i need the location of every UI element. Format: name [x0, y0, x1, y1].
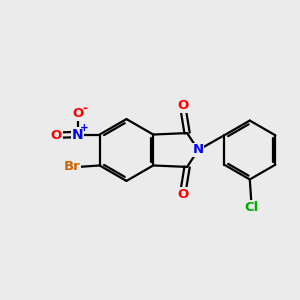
Text: O: O	[51, 129, 62, 142]
Text: Br: Br	[63, 160, 80, 173]
Text: -: -	[82, 102, 88, 116]
Text: +: +	[80, 123, 88, 133]
Text: Cl: Cl	[244, 201, 258, 214]
Text: O: O	[177, 100, 188, 112]
Text: O: O	[72, 107, 83, 120]
Text: O: O	[177, 188, 188, 200]
Text: N: N	[193, 143, 204, 157]
Text: N: N	[72, 128, 83, 142]
